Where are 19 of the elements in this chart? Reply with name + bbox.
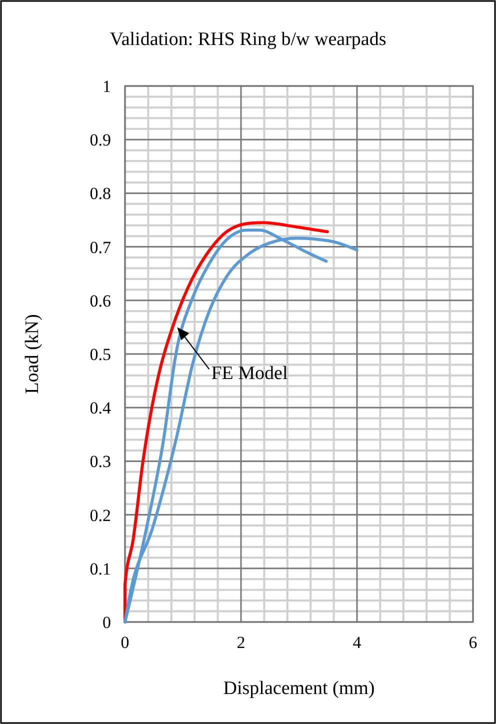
y-tick-label: 0.3 [90, 452, 111, 472]
y-tick-label: 0.9 [90, 130, 111, 150]
y-tick-label: 0.6 [90, 291, 111, 310]
y-axis-title: Load (kN) [22, 314, 43, 394]
x-tick-label: 2 [236, 633, 246, 652]
y-tick-label: 0.5 [90, 345, 111, 364]
y-tick-label: 0 [102, 613, 111, 632]
y-tick-label: 0.1 [90, 559, 111, 578]
y-tick-label: 1 [102, 77, 111, 96]
y-tick-label: 0.2 [90, 506, 111, 525]
x-tick-label: 6 [468, 633, 478, 652]
x-axis-title: Displacement (mm) [223, 678, 375, 699]
y-tick-label: 0.8 [90, 184, 111, 204]
chart-title: Validation: RHS Ring b/w wearpads [110, 29, 386, 50]
x-tick-label: 4 [352, 633, 362, 652]
y-tick-label: 0.4 [90, 398, 112, 418]
annotation: FE Model [211, 363, 288, 384]
y-tick-label: 0.7 [90, 238, 112, 257]
x-tick-label: 0 [120, 633, 130, 652]
